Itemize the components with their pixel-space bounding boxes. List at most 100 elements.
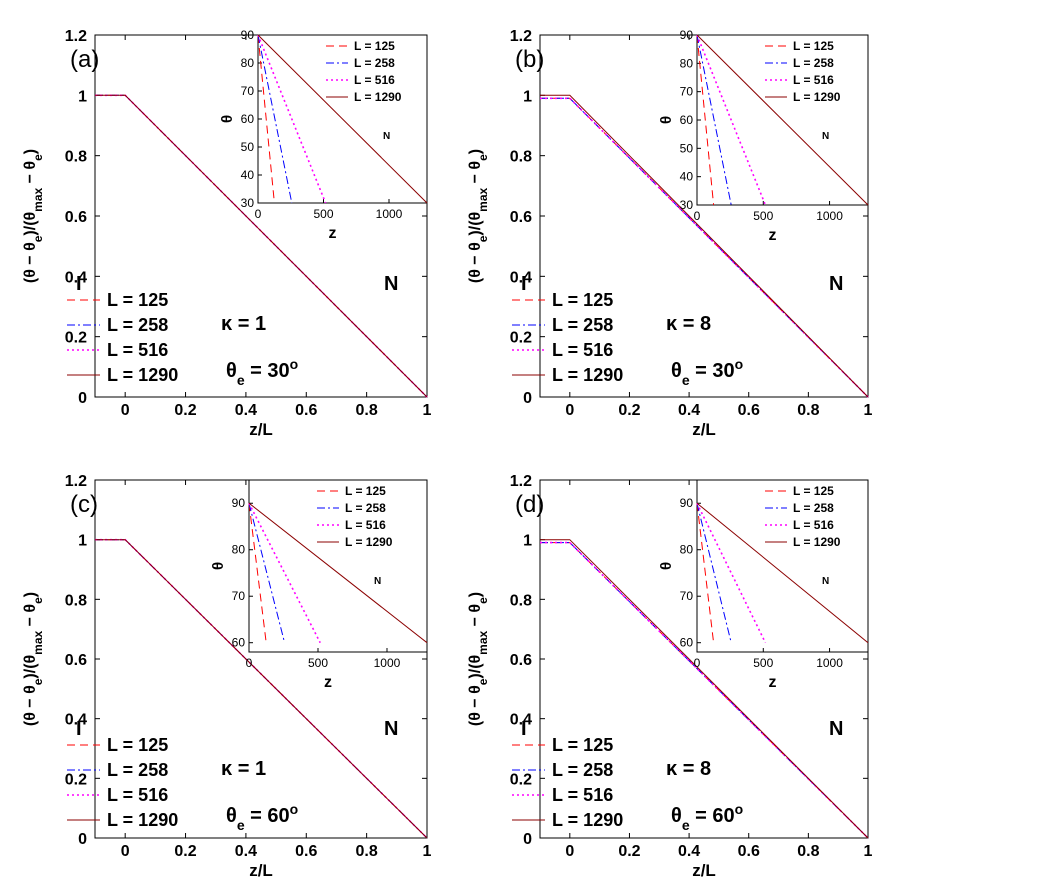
x-tick-label: 1 xyxy=(423,402,432,419)
panel-label: (d) xyxy=(515,491,544,518)
inset-x-tick-label: 0 xyxy=(694,209,701,223)
inset-series-line-l125 xyxy=(257,34,275,204)
inset-series-line-l125 xyxy=(696,503,715,643)
inset-x-tick-label: 500 xyxy=(313,207,333,221)
inset-x-tick-label: 1000 xyxy=(376,207,403,221)
inset-legend-label: L = 516 xyxy=(345,518,386,532)
x-tick-label: 0 xyxy=(121,843,130,860)
inset-legend-label: L = 125 xyxy=(793,484,834,498)
inset-legend-label: L = 516 xyxy=(793,518,834,532)
inset-series-line-l258 xyxy=(248,503,286,643)
inset-y-tick-label: 80 xyxy=(241,56,255,70)
legend-label: L = 1290 xyxy=(552,365,623,385)
y-axis-label: (θ − θe)/(θmax − θe) xyxy=(467,592,490,726)
inset-x-tick-label: 1000 xyxy=(816,209,843,223)
inset-legend-label: L = 1290 xyxy=(793,535,841,549)
y-tick-label: 0.4 xyxy=(65,712,87,729)
theta-annotation: θe = 60o xyxy=(671,801,743,833)
inset-series-line-l258 xyxy=(696,34,732,206)
inset-legend-label: L = 516 xyxy=(793,73,834,87)
inset-x-tick-label: 1000 xyxy=(816,656,843,670)
inset-legend-label: L = 258 xyxy=(793,56,834,70)
inset-x-axis-label: z xyxy=(329,225,337,242)
inset-legend-label: L = 125 xyxy=(354,39,395,53)
x-axis-label: z/L xyxy=(692,420,716,439)
inset-x-tick-label: 1000 xyxy=(374,656,401,670)
region-label-n: N xyxy=(829,273,843,295)
inset-series-line-l1290 xyxy=(696,34,869,206)
inset-y-tick-label: 90 xyxy=(232,496,246,510)
main-legend: L = 125 L = 258 L = 516 L = 1290 xyxy=(67,735,178,830)
inset-series-line-l516 xyxy=(696,502,767,644)
x-tick-label: 0.8 xyxy=(356,843,378,860)
inset-y-tick-label: 70 xyxy=(680,589,694,603)
y-tick-label: 0 xyxy=(78,390,87,407)
inset-series-line-l258 xyxy=(696,503,732,643)
x-tick-label: 0.6 xyxy=(738,843,760,860)
panel-label: (a) xyxy=(70,46,99,73)
inset-x-axis-label: z xyxy=(324,674,332,691)
inset-series-line-l1290 xyxy=(696,502,869,644)
panel-label: (c) xyxy=(70,491,98,518)
inset-frame xyxy=(696,479,869,653)
inset-region-label-n: N xyxy=(822,576,829,587)
inset-y-tick-label: 30 xyxy=(680,198,694,212)
inset-region-label-n: N xyxy=(383,131,390,142)
legend-label: L = 1290 xyxy=(552,810,623,830)
inset-y-tick-label: 50 xyxy=(241,140,255,154)
inset-y-tick-label: 50 xyxy=(680,141,694,155)
x-tick-label: 0.6 xyxy=(295,402,317,419)
inset-y-tick-label: 40 xyxy=(241,168,255,182)
x-tick-label: 0.2 xyxy=(174,843,196,860)
inset-legend-label: L = 125 xyxy=(345,484,386,498)
theta-annotation: θe = 30o xyxy=(226,356,298,388)
inset-x-axis-label: z xyxy=(769,227,777,244)
inset-series-line-l516 xyxy=(257,34,327,204)
y-tick-label: 1.2 xyxy=(65,28,87,45)
inset-y-tick-label: 30 xyxy=(241,196,255,210)
y-tick-label: 0.8 xyxy=(65,149,87,166)
series-line-l1290 xyxy=(95,94,428,398)
inset-y-axis-label: θ xyxy=(219,115,236,123)
x-tick-label: 0.6 xyxy=(295,843,317,860)
inset-y-tick-label: 70 xyxy=(241,84,255,98)
x-tick-label: 0 xyxy=(121,402,130,419)
inset-legend-label: L = 258 xyxy=(345,501,386,515)
inset-legend-label: L = 1290 xyxy=(793,90,841,104)
inset-y-tick-label: 90 xyxy=(680,496,694,510)
legend-label: L = 125 xyxy=(552,290,613,310)
region-label-n: N xyxy=(829,718,843,740)
region-label-i: I xyxy=(521,273,527,295)
inset-frame xyxy=(248,479,428,653)
region-label-i: I xyxy=(76,718,82,740)
inset-legend-label: L = 1290 xyxy=(354,90,402,104)
y-tick-label: 0.8 xyxy=(65,592,87,609)
inset-x-axis-label: z xyxy=(769,674,777,691)
y-tick-label: 0.6 xyxy=(65,209,87,226)
inset: 0 500 1000 30 40 50 60 70 80 90 z θ L = 125 L = 258 L … xyxy=(658,28,869,244)
x-tick-label: 0.2 xyxy=(174,402,196,419)
inset-x-tick-label: 500 xyxy=(308,656,328,670)
region-label-i: I xyxy=(521,718,527,740)
y-tick-label: 0.4 xyxy=(510,712,532,729)
inset-legend-label: L = 258 xyxy=(793,501,834,515)
x-tick-label: 0 xyxy=(565,402,574,419)
y-tick-label: 0.2 xyxy=(65,330,87,347)
panel-label: (b) xyxy=(515,46,544,73)
x-tick-label: 1 xyxy=(423,843,432,860)
series-line-l516 xyxy=(540,97,869,398)
inset-y-tick-label: 60 xyxy=(232,636,246,650)
x-tick-label: 0.8 xyxy=(356,402,378,419)
inset-y-tick-label: 90 xyxy=(680,28,694,42)
inset-legend-label: L = 258 xyxy=(354,56,395,70)
main-legend: L = 125 L = 258 L = 516 L = 1290 xyxy=(512,735,623,830)
x-tick-label: 0.2 xyxy=(618,402,640,419)
region-label-n: N xyxy=(384,273,398,295)
inset-y-tick-label: 90 xyxy=(241,28,255,42)
legend-label: L = 516 xyxy=(552,340,613,360)
y-tick-label: 0.2 xyxy=(65,771,87,788)
kappa-annotation: κ = 1 xyxy=(221,313,266,335)
legend-label: L = 258 xyxy=(552,315,613,335)
legend-label: L = 1290 xyxy=(107,365,178,385)
kappa-annotation: κ = 1 xyxy=(221,758,266,780)
